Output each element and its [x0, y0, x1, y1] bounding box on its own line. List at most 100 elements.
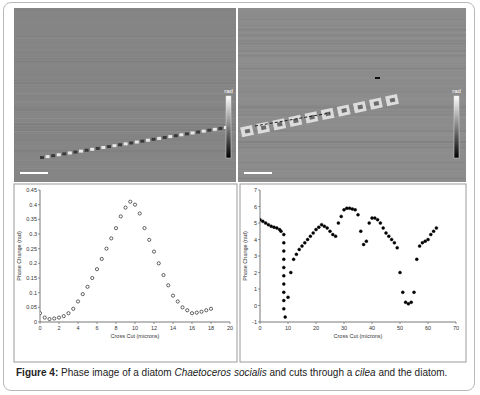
image-texture — [238, 124, 466, 125]
x-tick-label: 12 — [151, 325, 157, 331]
data-point — [264, 222, 267, 225]
image-texture — [14, 137, 236, 138]
diatom-core — [390, 98, 396, 103]
x-tick — [428, 322, 429, 324]
colorbar-label: rad — [452, 88, 461, 94]
image-texture — [238, 61, 466, 62]
y-tick — [258, 256, 260, 257]
x-tick — [116, 322, 117, 324]
data-point — [181, 306, 184, 309]
data-point — [280, 230, 283, 233]
diatom-cell — [337, 104, 351, 116]
diatom-cell — [129, 141, 133, 144]
image-background — [14, 8, 236, 182]
image-texture — [14, 148, 236, 149]
diatom-cell — [218, 127, 222, 130]
diatom-cell — [146, 139, 150, 142]
data-point — [371, 217, 374, 220]
image-texture — [14, 83, 236, 84]
data-point — [421, 241, 424, 244]
image-texture — [238, 31, 466, 33]
image-texture — [238, 12, 466, 13]
image-texture — [238, 80, 466, 81]
caption: Figure 4: Phase image of a diatom Chaeto… — [16, 366, 466, 379]
data-point — [282, 233, 285, 236]
plot-area — [260, 207, 438, 319]
diatom-core — [309, 115, 315, 120]
image-texture — [238, 47, 466, 48]
image-texture — [238, 166, 466, 167]
data-point — [162, 273, 165, 276]
image-texture — [238, 25, 466, 26]
y-tick-label: 0.1 — [29, 290, 37, 296]
image-texture — [14, 58, 236, 59]
data-point — [401, 291, 404, 294]
plot-area — [40, 200, 213, 321]
image-texture — [14, 146, 236, 147]
image-texture — [238, 58, 466, 59]
x-tick-label: 16 — [189, 325, 195, 331]
data-point — [404, 301, 407, 304]
data-point — [72, 307, 75, 310]
image-texture — [238, 25, 466, 26]
caption-label: Figure 4: — [16, 367, 58, 378]
diatom-cell — [202, 130, 206, 133]
image-texture — [238, 55, 466, 56]
data-point — [284, 316, 287, 319]
image-texture — [14, 57, 236, 58]
image-texture — [14, 57, 236, 58]
x-axis-label: Cross Cut (microns) — [111, 333, 160, 339]
image-texture — [14, 87, 236, 88]
data-point — [138, 212, 141, 215]
image-texture — [14, 64, 236, 65]
data-point — [282, 274, 285, 277]
diatom-core — [341, 108, 347, 113]
data-point — [382, 226, 385, 229]
data-point — [148, 238, 151, 241]
diatom-cell — [40, 156, 44, 159]
colorbar-label: rad — [224, 88, 233, 94]
image-texture — [14, 177, 236, 178]
diatom-cell — [163, 136, 167, 139]
image-texture — [238, 35, 466, 36]
diatom-cell — [353, 101, 367, 113]
y-tick-label: 0.4 — [29, 202, 37, 208]
image-texture — [238, 89, 466, 90]
y-tick — [258, 190, 260, 191]
image-texture — [238, 114, 466, 115]
image-texture — [238, 47, 466, 48]
diatom-cell — [68, 151, 72, 154]
data-point — [53, 317, 56, 320]
data-point — [270, 225, 273, 228]
image-texture — [238, 70, 466, 71]
x-axis-label: Cross Cut (microns) — [334, 333, 383, 339]
diatom-cell — [79, 150, 83, 153]
data-point — [195, 311, 198, 314]
y-tick — [38, 278, 40, 279]
y-tick — [38, 204, 40, 205]
diatom-cell — [57, 153, 61, 156]
data-point — [315, 228, 318, 231]
image-texture — [14, 139, 236, 140]
data-point — [76, 300, 79, 303]
image-texture — [238, 170, 466, 171]
image-texture — [238, 46, 466, 47]
y-tick — [258, 305, 260, 306]
data-point — [306, 238, 309, 241]
image-texture — [238, 130, 466, 131]
image-texture — [14, 121, 236, 122]
image-texture — [14, 43, 236, 44]
image-texture — [238, 29, 466, 30]
y-tick — [38, 263, 40, 264]
image-texture — [238, 152, 466, 153]
image-texture — [14, 27, 236, 28]
data-point — [167, 284, 170, 287]
diatom-cell — [272, 118, 286, 130]
data-point — [312, 231, 315, 234]
data-point — [317, 226, 320, 229]
data-point — [385, 231, 388, 234]
image-texture — [14, 93, 236, 94]
x-tick-label: 0 — [38, 325, 41, 331]
y-tick-label: 1 — [254, 286, 257, 292]
image-texture — [238, 43, 466, 44]
